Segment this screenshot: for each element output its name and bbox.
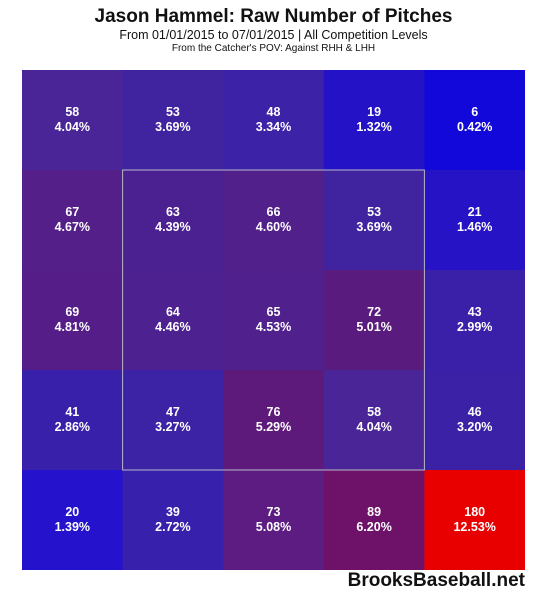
- heatmap-cell-r1-c1: [122, 170, 224, 271]
- cell-count-label: 58: [367, 405, 381, 419]
- cell-percent-label: 2.86%: [55, 420, 90, 434]
- cell-percent-label: 5.29%: [256, 420, 291, 434]
- cell-percent-label: 4.39%: [155, 220, 190, 234]
- cell-count-label: 63: [166, 205, 180, 219]
- cell-count-label: 76: [267, 405, 281, 419]
- cell-count-label: 64: [166, 305, 180, 319]
- chart-title: Jason Hammel: Raw Number of Pitches: [94, 6, 453, 27]
- cell-percent-label: 5.08%: [256, 520, 291, 534]
- heatmap-cell-r4-c1: [122, 470, 224, 570]
- pitch-zone-heatmap: 584.04%533.69%483.34%191.32%60.42%674.67…: [22, 70, 525, 570]
- cell-percent-label: 3.20%: [457, 420, 492, 434]
- heatmap-cell-r2-c3: [323, 270, 425, 371]
- cell-count-label: 72: [367, 305, 381, 319]
- cell-percent-label: 4.67%: [55, 220, 90, 234]
- heatmap-cell-r2-c2: [223, 270, 325, 371]
- cell-percent-label: 4.04%: [55, 120, 90, 134]
- cell-count-label: 66: [267, 205, 281, 219]
- heatmap-cell-r4-c4: [424, 470, 525, 570]
- cell-count-label: 58: [65, 105, 79, 119]
- cell-percent-label: 4.53%: [256, 320, 291, 334]
- heatmap-cell-r3-c4: [424, 370, 525, 471]
- cell-percent-label: 1.46%: [457, 220, 492, 234]
- cell-percent-label: 5.01%: [356, 320, 391, 334]
- cell-count-label: 48: [267, 105, 281, 119]
- cell-percent-label: 4.46%: [155, 320, 190, 334]
- cell-count-label: 53: [367, 205, 381, 219]
- brooks-baseball-watermark: BrooksBaseball.net: [347, 570, 525, 591]
- cell-percent-label: 4.04%: [356, 420, 391, 434]
- cell-count-label: 39: [166, 505, 180, 519]
- cell-count-label: 53: [166, 105, 180, 119]
- cell-percent-label: 0.42%: [457, 120, 492, 134]
- heatmap-cell-r1-c0: [22, 170, 124, 271]
- cell-count-label: 41: [65, 405, 79, 419]
- heatmap-cell-r4-c0: [22, 470, 124, 570]
- cell-percent-label: 2.72%: [155, 520, 190, 534]
- cell-percent-label: 3.34%: [256, 120, 291, 134]
- cell-count-label: 47: [166, 405, 180, 419]
- heatmap-cell-r0-c4: [424, 70, 525, 171]
- cell-percent-label: 6.20%: [356, 520, 391, 534]
- heatmap-cell-r3-c1: [122, 370, 224, 471]
- heatmap-cell-r2-c0: [22, 270, 124, 371]
- cell-percent-label: 4.60%: [256, 220, 291, 234]
- chart-pov-note: From the Catcher's POV: Against RHH & LH…: [171, 43, 376, 54]
- cell-count-label: 69: [65, 305, 79, 319]
- cell-count-label: 73: [267, 505, 281, 519]
- heatmap-cell-r3-c0: [22, 370, 124, 471]
- heatmap-cell-r0-c2: [223, 70, 325, 171]
- heatmap-cell-r0-c0: [22, 70, 124, 171]
- cell-count-label: 89: [367, 505, 381, 519]
- heatmap-cell-r1-c4: [424, 170, 525, 271]
- heatmap-cell-r2-c4: [424, 270, 525, 371]
- heatmap-cell-r4-c2: [223, 470, 325, 570]
- heatmap-cell-r4-c3: [323, 470, 425, 570]
- cell-count-label: 21: [468, 205, 482, 219]
- cell-percent-label: 3.69%: [356, 220, 391, 234]
- cell-percent-label: 1.32%: [356, 120, 391, 134]
- heatmap-cell-r0-c1: [122, 70, 224, 171]
- cell-count-label: 19: [367, 105, 381, 119]
- cell-count-label: 43: [468, 305, 482, 319]
- heatmap-cell-r3-c3: [323, 370, 425, 471]
- heatmap-cell-r2-c1: [122, 270, 224, 371]
- cell-count-label: 67: [65, 205, 79, 219]
- heatmap-cell-r1-c2: [223, 170, 325, 271]
- chart-subtitle: From 01/01/2015 to 07/01/2015 | All Comp…: [119, 28, 428, 42]
- cell-count-label: 65: [267, 305, 281, 319]
- cell-count-label: 20: [65, 505, 79, 519]
- cell-percent-label: 1.39%: [55, 520, 90, 534]
- heatmap-cell-r0-c3: [323, 70, 425, 171]
- cell-count-label: 46: [468, 405, 482, 419]
- heatmap-cell-r1-c3: [323, 170, 425, 271]
- cell-percent-label: 2.99%: [457, 320, 492, 334]
- cell-percent-label: 4.81%: [55, 320, 90, 334]
- cell-percent-label: 12.53%: [453, 520, 495, 534]
- cell-count-label: 180: [464, 505, 485, 519]
- heatmap-cell-r3-c2: [223, 370, 325, 471]
- cell-percent-label: 3.27%: [155, 420, 190, 434]
- cell-count-label: 6: [471, 105, 478, 119]
- cell-percent-label: 3.69%: [155, 120, 190, 134]
- strike-zone-outline: [122, 169, 425, 471]
